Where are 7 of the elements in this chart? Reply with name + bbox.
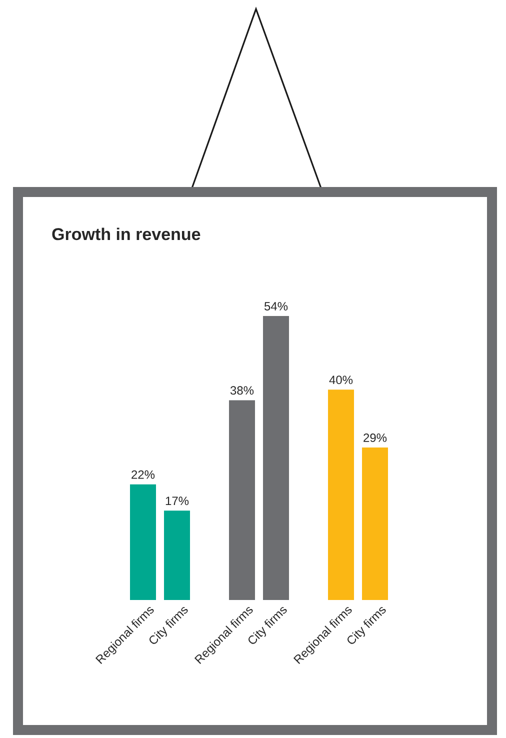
data-label: 29% [364, 433, 387, 442]
chart-title: Growth in revenue [52, 228, 200, 240]
data-label: 22% [132, 470, 155, 479]
data-label: 54% [264, 302, 288, 311]
data-label: 38% [230, 386, 254, 395]
data-label: 17% [166, 496, 189, 506]
data-label: 40% [329, 376, 353, 384]
